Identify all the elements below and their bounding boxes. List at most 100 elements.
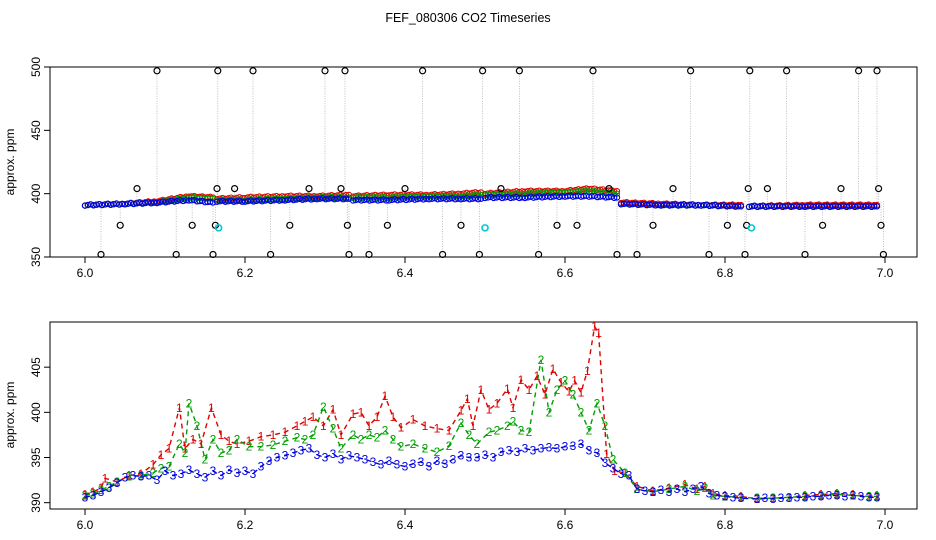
series-2-point: 2 xyxy=(320,400,327,414)
series-3-point: 3 xyxy=(786,491,793,505)
series-1-point: 1 xyxy=(504,382,511,396)
baseline-point-series3 xyxy=(669,201,676,209)
series-2-point: 2 xyxy=(258,440,265,454)
baseline-point-series3 xyxy=(168,197,175,205)
series-2-point: 2 xyxy=(90,487,97,501)
series-3-point: 3 xyxy=(778,491,785,505)
series-2-point: 2 xyxy=(186,396,193,410)
baseline-point-series3 xyxy=(460,195,468,202)
series-3-point: 3 xyxy=(554,441,561,455)
series-1-point: 1 xyxy=(138,467,145,481)
series-3-point: 3 xyxy=(578,437,585,451)
series-2-point: 2 xyxy=(702,481,709,495)
series-2-point: 2 xyxy=(874,489,881,503)
outlier-point xyxy=(877,221,885,229)
outlier-point xyxy=(515,67,524,75)
series-1-point: 1 xyxy=(114,475,121,489)
series-1-point: 1 xyxy=(850,488,857,502)
series-2-point: 2 xyxy=(182,446,189,460)
baseline-point-series3 xyxy=(293,196,300,203)
series-1-point: 1 xyxy=(754,492,761,506)
x-tick-label: 6.0 xyxy=(77,266,94,280)
series-3-point: 3 xyxy=(522,441,529,455)
series-1-point: 1 xyxy=(470,419,477,433)
outlier-point xyxy=(337,185,345,193)
baseline-point-series3 xyxy=(513,193,520,201)
baseline-point-series3 xyxy=(762,203,769,210)
baseline-point-series3 xyxy=(504,193,512,201)
baseline-point-series3 xyxy=(547,194,554,201)
series-1-point: 1 xyxy=(198,437,205,451)
series-2-point: 2 xyxy=(738,490,745,504)
outlier-point xyxy=(286,221,294,229)
series-1-point: 1 xyxy=(126,469,133,483)
series-2-point: 2 xyxy=(850,488,857,502)
outlier-point xyxy=(479,67,487,75)
series-3-point: 3 xyxy=(170,469,177,483)
series-3-point: 3 xyxy=(266,454,273,468)
series-3-point: 3 xyxy=(162,464,169,478)
outlier-point xyxy=(133,185,141,193)
baseline-point-series3 xyxy=(171,198,178,205)
series-2-point: 2 xyxy=(866,489,873,503)
series-2-point: 2 xyxy=(546,405,553,419)
x-tick-label: 6.6 xyxy=(557,518,574,532)
baseline-point-series3 xyxy=(469,195,476,202)
series-1-point: 1 xyxy=(526,383,533,397)
outlier-point xyxy=(267,250,275,259)
baseline-point-series3 xyxy=(316,195,324,202)
series-2-point: 2 xyxy=(578,405,585,419)
series-3-point: 3 xyxy=(602,456,609,470)
series-1-point: 1 xyxy=(310,410,317,424)
baseline-point-series3 xyxy=(328,195,335,202)
baseline-point-series3 xyxy=(623,200,630,207)
baseline-point-series3 xyxy=(258,198,266,205)
series-2-point: 2 xyxy=(398,440,405,454)
baseline-point-series3 xyxy=(308,196,315,203)
baseline-point-series3 xyxy=(443,196,450,203)
baseline-point-series3 xyxy=(150,199,158,206)
baseline-point-series3 xyxy=(663,201,670,208)
series-3-point: 3 xyxy=(674,482,681,496)
outlier-point xyxy=(837,185,845,193)
baseline-point-series3 xyxy=(241,198,249,205)
baseline-point-series3 xyxy=(640,200,648,208)
outlier-point xyxy=(649,221,657,229)
outlier-point xyxy=(605,185,613,193)
baseline-point-series2 xyxy=(597,188,604,196)
series-3-point: 3 xyxy=(730,490,737,504)
baseline-point-series3 xyxy=(402,196,410,204)
series-2-point: 2 xyxy=(338,441,345,455)
baseline-point-series3 xyxy=(463,195,470,202)
baseline-point-series3 xyxy=(278,196,286,204)
series-3-point: 3 xyxy=(314,448,321,462)
baseline-point-series3 xyxy=(340,196,347,203)
baseline-point-series3 xyxy=(133,200,140,207)
baseline-point-series3 xyxy=(726,202,733,210)
series-2-point: 2 xyxy=(446,439,453,453)
series-3-point: 3 xyxy=(762,491,769,505)
series-3-point: 3 xyxy=(626,469,633,483)
series-3-point: 3 xyxy=(610,461,617,475)
outlier-point xyxy=(153,67,161,75)
series-1-point: 1 xyxy=(446,423,453,437)
y-tick-label: 405 xyxy=(29,357,43,377)
series-1-point: 1 xyxy=(622,466,629,480)
series-3-point: 3 xyxy=(154,473,161,487)
series-2-point: 2 xyxy=(366,428,373,442)
outlier-point xyxy=(744,185,752,193)
baseline-point-series3 xyxy=(319,195,326,202)
baseline-point-series3 xyxy=(449,195,456,202)
series-2-point: 2 xyxy=(594,396,601,410)
series-2-point: 2 xyxy=(410,437,417,451)
plot-frame xyxy=(49,66,918,258)
series-1-point: 1 xyxy=(382,389,389,403)
baseline-point-series3 xyxy=(411,196,418,203)
baseline-point-series3 xyxy=(672,201,679,208)
series-3-point: 3 xyxy=(346,449,353,463)
baseline-point-series3 xyxy=(236,197,243,204)
baseline-point-series3 xyxy=(425,196,433,203)
outlier-point xyxy=(553,221,561,229)
baseline-point-series3 xyxy=(617,201,625,208)
baseline-point-series3 xyxy=(431,195,438,202)
